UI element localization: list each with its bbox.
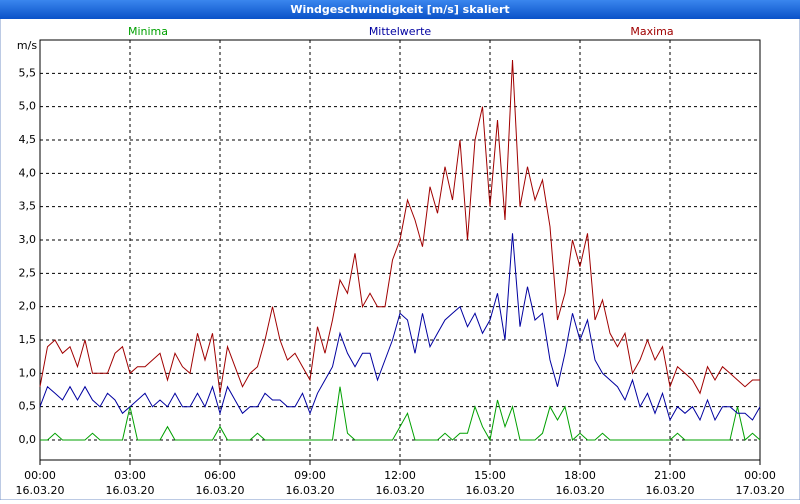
x-tick-label: 09:00 [294, 469, 326, 482]
y-tick-label: 3,5 [19, 200, 37, 213]
x-tick-date: 16.03.20 [286, 484, 335, 497]
x-tick-label: 21:00 [654, 469, 686, 482]
x-tick-date: 16.03.20 [646, 484, 695, 497]
x-tick-label: 12:00 [384, 469, 416, 482]
legend-entry: Minima [128, 25, 168, 38]
y-tick-label: 5,0 [19, 100, 37, 113]
y-tick-label: 0,0 [19, 433, 37, 446]
x-tick-label: 18:00 [564, 469, 596, 482]
x-tick-label: 03:00 [114, 469, 146, 482]
x-tick-date: 16.03.20 [376, 484, 425, 497]
y-tick-label: 2,0 [19, 300, 37, 313]
legend-entry: Maxima [630, 25, 673, 38]
x-tick-label: 00:00 [744, 469, 776, 482]
y-tick-label: 5,5 [19, 66, 37, 79]
y-axis-label: m/s [17, 39, 37, 52]
x-tick-label: 06:00 [204, 469, 236, 482]
x-tick-label: 00:00 [24, 469, 56, 482]
series-line [40, 386, 761, 442]
x-tick-label: 15:00 [474, 469, 506, 482]
title-bar [0, 0, 800, 19]
y-tick-label: 4,5 [19, 133, 37, 146]
x-tick-date: 16.03.20 [16, 484, 65, 497]
y-tick-label: 2,5 [19, 266, 37, 279]
x-tick-date: 17.03.20 [736, 484, 785, 497]
x-tick-date: 16.03.20 [196, 484, 245, 497]
y-tick-label: 1,5 [19, 333, 37, 346]
y-tick-label: 0,5 [19, 400, 37, 413]
x-tick-date: 16.03.20 [106, 484, 155, 497]
x-tick-date: 16.03.20 [556, 484, 605, 497]
y-tick-label: 4,0 [19, 166, 37, 179]
y-tick-label: 1,0 [19, 366, 37, 379]
y-tick-label: 3,0 [19, 233, 37, 246]
legend-entry: Mittelwerte [369, 25, 432, 38]
x-tick-date: 16.03.20 [466, 484, 515, 497]
series-line [39, 233, 761, 422]
series-line [39, 59, 760, 395]
chart-title: Windgeschwindigkeit [m/s] skaliert [290, 3, 509, 16]
